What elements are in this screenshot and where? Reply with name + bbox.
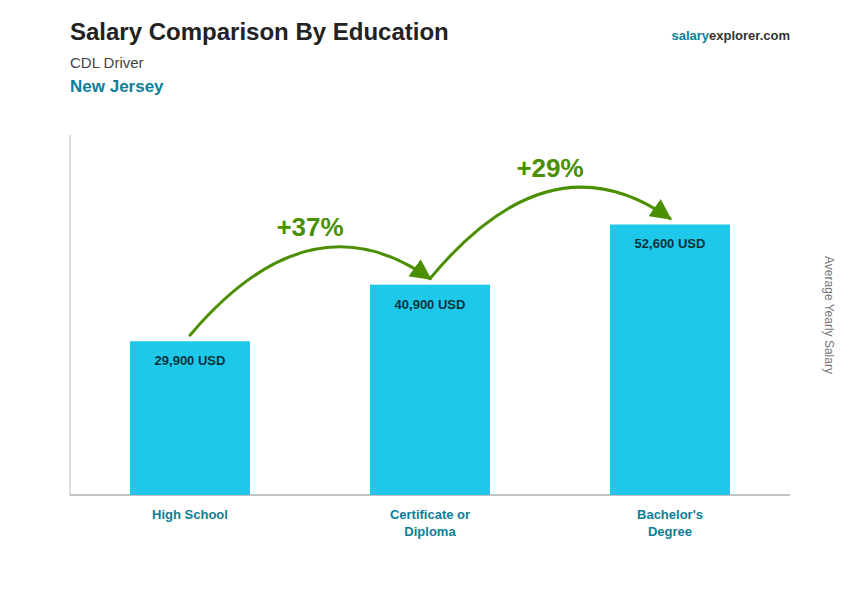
bar [610, 224, 730, 495]
title: Salary Comparison By Education [70, 18, 449, 45]
subtitle: New Jersey [70, 77, 164, 96]
change-label: +29% [516, 153, 583, 183]
subtitle: CDL Driver [70, 54, 144, 71]
data-label: 52,600 USD [635, 236, 706, 251]
y-axis-label: Average Yearly Salary [822, 256, 836, 374]
bar [130, 341, 250, 495]
website-part: explorer.com [709, 28, 790, 43]
data-label: 40,900 USD [395, 297, 466, 312]
category-label: Bachelor'sDegree [637, 507, 703, 539]
change-label: +37% [276, 212, 343, 242]
chart-container: Salary Comparison By Education CDL Driver… [0, 0, 850, 606]
chart: Salary Comparison By Education CDL Driver… [0, 0, 850, 606]
data-label: 29,900 USD [155, 353, 226, 368]
category-label: Certificate orDiploma [390, 507, 470, 539]
website-part: salary [671, 28, 709, 43]
website: salaryexplorer.com [671, 28, 790, 43]
y-axis-line [70, 135, 71, 495]
bar [370, 285, 490, 495]
change-arrow [430, 187, 670, 279]
category-label: High School [152, 507, 228, 522]
change-arrow [190, 247, 430, 335]
bars [130, 224, 730, 495]
